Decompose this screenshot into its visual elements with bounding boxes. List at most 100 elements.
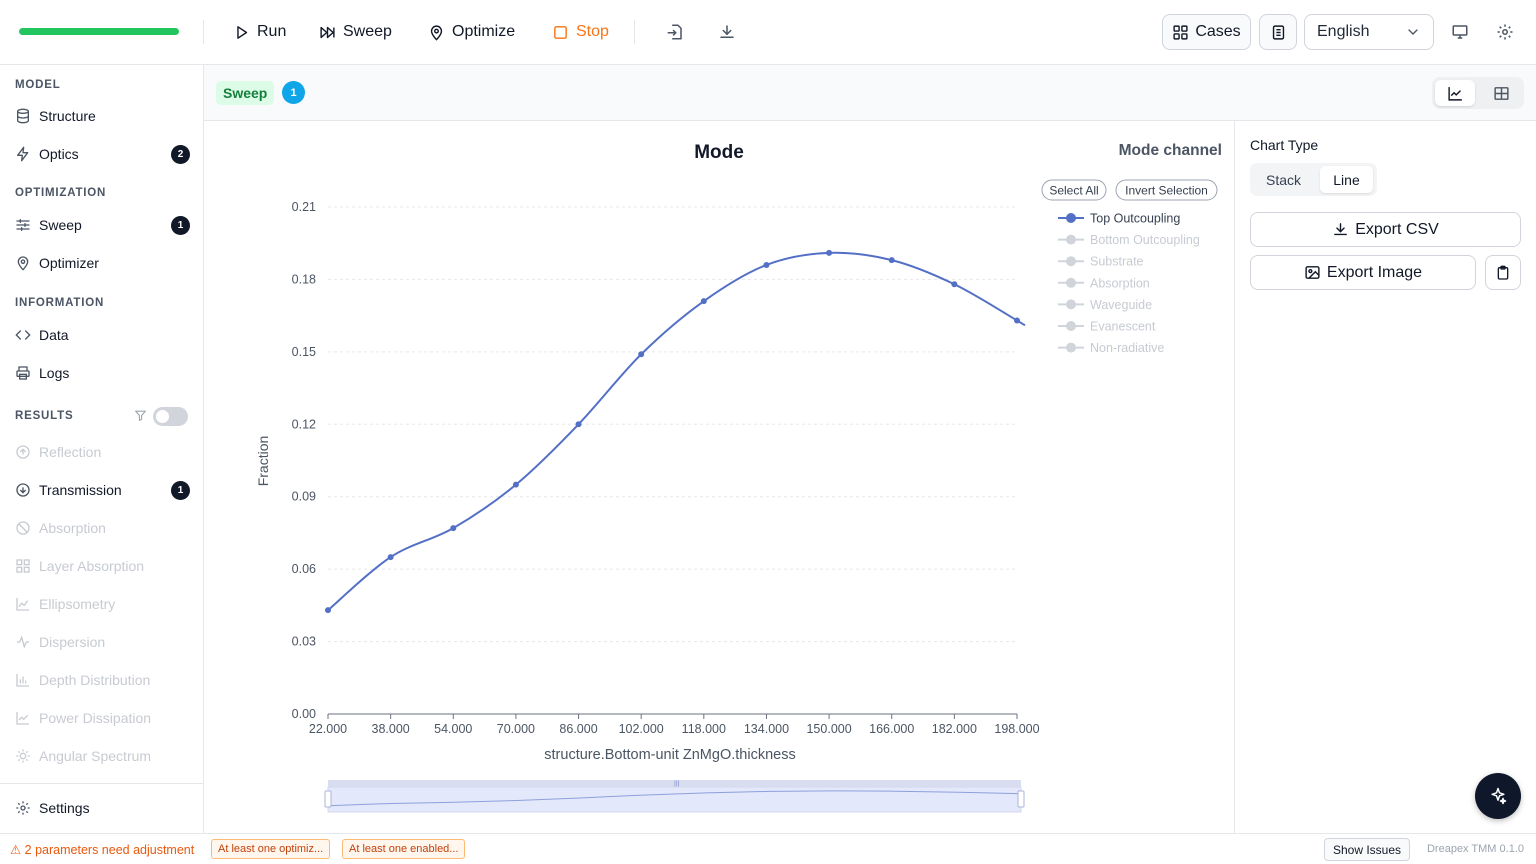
map-pin-icon (17, 256, 29, 271)
status-bar: ⚠ 2 parameters need adjustment At least … (0, 833, 1536, 864)
data-point[interactable] (325, 607, 331, 614)
legend-item[interactable]: Bottom Outcoupling (1058, 233, 1200, 247)
data-point[interactable] (1014, 317, 1020, 324)
sidebar-item-ellipsometry: Ellipsometry (15, 592, 190, 616)
zoom-left-handle[interactable] (324, 790, 332, 808)
issue-chip[interactable]: At least one enabled... (342, 839, 466, 859)
zoom-handle-bar[interactable] (328, 780, 1021, 787)
warning-text[interactable]: ⚠ 2 parameters need adjustment (10, 843, 195, 857)
play-icon (237, 25, 248, 39)
show-issues-button[interactable]: Show Issues (1324, 838, 1411, 861)
sparkle-icon (1491, 787, 1507, 805)
invert-selection-button[interactable]: Invert Selection (1115, 179, 1218, 201)
ai-assistant-button[interactable] (1475, 773, 1521, 819)
legend-item[interactable]: Non-radiative (1058, 341, 1164, 355)
import-button[interactable] (661, 18, 689, 46)
export-image-button[interactable]: Export Image (1250, 255, 1476, 290)
sidebar-item-label: Transmission (39, 482, 122, 498)
language-select[interactable]: English (1304, 14, 1434, 50)
data-point[interactable] (700, 298, 707, 305)
sidebar-item-sweep[interactable]: Sweep 1 (15, 213, 190, 237)
arrow-down-circle-icon (16, 483, 30, 497)
sidebar-item-label: Power Dissipation (39, 710, 152, 726)
sidebar-item-optics[interactable]: Optics 2 (15, 142, 190, 166)
sliders-icon (16, 219, 30, 231)
stop-button[interactable]: Stop (552, 18, 609, 46)
zoom-grip: ||| (674, 781, 680, 788)
download-button[interactable] (713, 18, 741, 46)
sweep-label: Sweep (343, 23, 392, 40)
sidebar-item-logs[interactable]: Logs (15, 361, 190, 385)
export-csv-button[interactable]: Export CSV (1250, 212, 1521, 247)
table-view-button[interactable] (1481, 80, 1521, 106)
zoom-window[interactable] (327, 786, 1022, 813)
filter-icon[interactable] (134, 409, 147, 422)
table-icon (1493, 86, 1509, 100)
data-point[interactable] (888, 257, 895, 264)
sweep-button[interactable]: Sweep (319, 18, 392, 46)
sidebar-item-optimizer[interactable]: Optimizer (15, 251, 190, 275)
sidebar-item-data[interactable]: Data (15, 323, 190, 347)
legend-item[interactable]: Evanescent (1058, 320, 1156, 334)
sidebar-item-reflection: Reflection (15, 440, 190, 464)
legend-item[interactable]: Substrate (1058, 255, 1144, 269)
legend-item[interactable]: Top Outcoupling (1058, 212, 1180, 226)
optimize-button[interactable]: Optimize (428, 18, 515, 46)
display-button[interactable] (1446, 18, 1474, 46)
toolbar-divider (634, 20, 635, 44)
progress-bar (19, 28, 179, 35)
sidebar-item-label: Ellipsometry (39, 596, 116, 612)
stack-option[interactable]: Stack (1265, 171, 1301, 188)
stop-label: Stop (576, 23, 609, 40)
notes-button[interactable] (1259, 14, 1297, 50)
data-point[interactable] (387, 554, 394, 561)
line-option[interactable]: Line (1320, 166, 1373, 193)
legend-marker (1066, 299, 1076, 310)
data-point[interactable] (575, 421, 582, 428)
sweep-tag[interactable]: Sweep (216, 81, 275, 105)
chart-view-button[interactable] (1435, 80, 1475, 106)
cases-button[interactable]: Cases (1162, 14, 1251, 50)
database-icon (17, 108, 29, 124)
data-point[interactable] (638, 351, 645, 358)
y-tick-label: 0.12 (292, 417, 316, 431)
sidebar-item-label: Structure (39, 108, 96, 124)
x-tick-label: 54.000 (434, 722, 472, 736)
select-all-button[interactable]: Select All (1041, 179, 1107, 201)
chart-grid (328, 206, 1017, 715)
data-point[interactable] (450, 525, 457, 532)
sweep-count-badge: 1 (282, 81, 305, 104)
sidebar-item-structure[interactable]: Structure (15, 104, 190, 128)
line-chart-icon (16, 712, 29, 725)
legend-marker (1066, 234, 1076, 245)
data-point[interactable] (951, 281, 958, 288)
legend-label: Absorption (1090, 276, 1150, 290)
zoom-right-handle[interactable] (1017, 790, 1025, 808)
sidebar-item-label: Layer Absorption (39, 558, 145, 574)
data-point[interactable] (763, 261, 770, 268)
sidebar-item-label: Optics (39, 146, 79, 162)
line-chart[interactable]: Mode Fraction structure.Bottom-unit ZnMg… (204, 121, 1234, 833)
results-filter-toggle[interactable] (153, 407, 188, 426)
copy-image-button[interactable] (1485, 255, 1521, 290)
download-icon (1334, 223, 1348, 236)
zoom-preview-line (327, 790, 1022, 807)
sidebar-item-transmission[interactable]: Transmission 1 (15, 478, 190, 502)
top-toolbar: Run Sweep Optimize Stop Cases English (0, 0, 1536, 65)
layers-grid-icon (16, 559, 30, 573)
settings-gear-button[interactable] (1491, 18, 1519, 46)
stop-square-icon (554, 25, 567, 39)
data-zoom-slider[interactable]: ||| (324, 780, 1025, 813)
legend-item[interactable]: Absorption (1058, 276, 1150, 290)
download-icon (720, 25, 734, 38)
y-tick-label: 0.00 (292, 707, 316, 721)
issue-chip[interactable]: At least one optimiz... (211, 839, 331, 859)
legend-item[interactable]: Waveguide (1058, 298, 1152, 312)
data-point[interactable] (826, 249, 833, 256)
run-label: Run (257, 23, 287, 40)
run-button[interactable]: Run (233, 18, 286, 46)
sidebar-item-dispersion: Dispersion (15, 630, 190, 654)
legend-label: Evanescent (1090, 320, 1156, 334)
sidebar-item-settings[interactable]: Settings (15, 796, 190, 820)
data-point[interactable] (512, 481, 519, 488)
